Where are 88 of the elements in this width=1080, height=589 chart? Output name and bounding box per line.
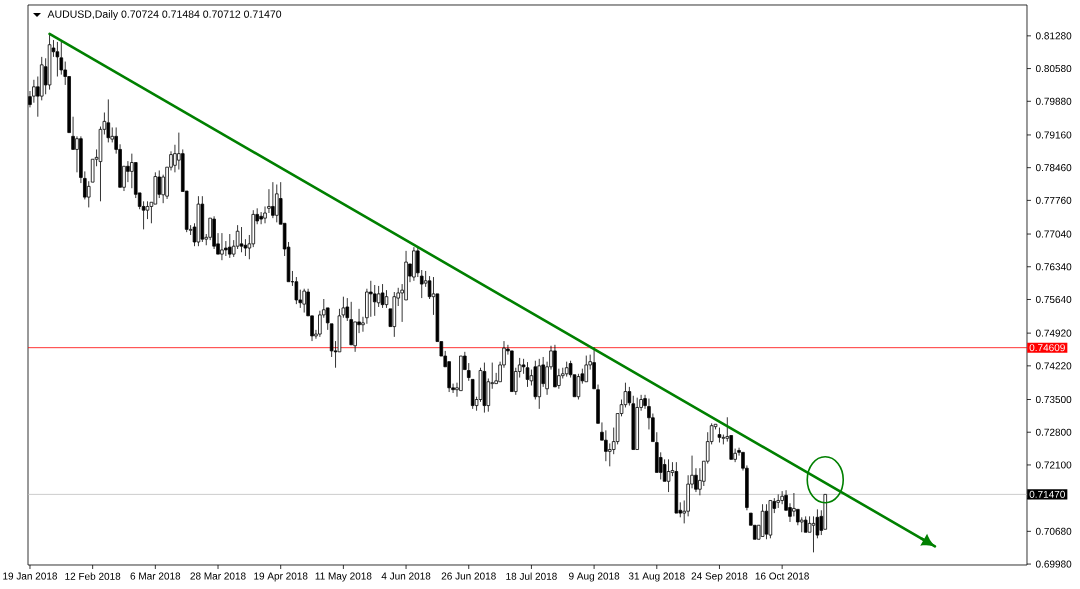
candlestick [90, 158, 95, 183]
candlestick [427, 275, 432, 300]
y-tick-label: 0.70680 [1035, 527, 1072, 535]
x-tick-label: 6 Mar 2018 [130, 572, 181, 580]
candlestick [259, 211, 263, 225]
y-tick-label: 0.76340 [1035, 263, 1072, 271]
y-tick-label: 0.74920 [1035, 329, 1072, 337]
candlestick [196, 195, 201, 247]
candlestick [608, 443, 612, 467]
y-tick-label: 0.69980 [1035, 560, 1072, 568]
candlestick [200, 195, 205, 243]
candlestick [145, 200, 150, 220]
y-tick-label: 0.75640 [1035, 295, 1072, 304]
y-tick-label: 0.73500 [1035, 395, 1072, 404]
candlestick [153, 171, 158, 205]
chart-title: AUDUSD,Daily 0.70724 0.71484 0.70712 0.71470 [47, 10, 282, 20]
x-tick-label: 26 Jun 2018 [441, 572, 496, 580]
candlestick [220, 232, 224, 261]
candlestick [275, 184, 279, 223]
x-tick-label: 28 Mar 2018 [190, 572, 246, 580]
candlestick [302, 288, 306, 313]
candlestick [604, 429, 608, 462]
candlestick [239, 226, 244, 253]
candlestick [271, 181, 275, 219]
candlestick [510, 350, 514, 392]
candlestick [553, 344, 557, 388]
candlestick [47, 32, 52, 90]
candlestick [717, 427, 722, 443]
candlestick [243, 238, 248, 257]
candlestick [776, 494, 780, 509]
candlestick [537, 358, 542, 410]
y-tick-label: 0.80580 [1035, 65, 1072, 73]
candlestick [416, 246, 420, 278]
x-tick-label: 19 Apr 2018 [254, 572, 308, 582]
candlestick [349, 301, 353, 346]
candlestick [55, 41, 60, 77]
candlestick [576, 373, 581, 400]
y-tick-label: 0.78460 [1035, 164, 1072, 172]
candlestick [380, 283, 385, 309]
x-tick-label: 24 Sep 2018 [691, 572, 748, 582]
x-tick-label: 9 Aug 2018 [569, 572, 620, 582]
candlestick [392, 291, 397, 338]
candlestick [384, 289, 389, 309]
candlestick [803, 515, 808, 533]
y-tick-label: 0.72800 [1035, 428, 1072, 436]
y-tick-label: 0.72100 [1035, 461, 1072, 469]
y-tick-label: 0.79880 [1035, 97, 1072, 105]
candlestick [635, 397, 639, 450]
candlestick [59, 41, 64, 76]
candlestick [662, 458, 667, 482]
y-tick-label: 0.81280 [1035, 32, 1072, 40]
candlestick [666, 458, 671, 493]
y-tick-label: 0.79160 [1035, 131, 1072, 139]
candlestick [694, 467, 698, 493]
x-tick-label: 18 Jul 2018 [506, 572, 557, 580]
candlestick [376, 285, 381, 308]
x-tick-label: 12 Feb 2018 [65, 572, 121, 580]
candlestick [584, 355, 589, 383]
candlestick [564, 361, 569, 378]
candlestick [412, 246, 416, 282]
candlestick [631, 395, 636, 450]
candlestick [228, 233, 232, 259]
y-tick-label: 0.77760 [1035, 196, 1072, 204]
candlestick [372, 284, 377, 317]
y-tick-label: 0.77040 [1035, 230, 1072, 238]
candlestick [592, 346, 596, 390]
candlestick [325, 307, 330, 331]
candlestick [525, 361, 530, 388]
candlestick [318, 310, 322, 338]
candlestick [823, 494, 828, 530]
x-tick-label: 31 Aug 2018 [628, 572, 685, 582]
candlestick [721, 434, 726, 445]
candlestick [369, 280, 373, 318]
x-tick-label: 4 Jun 2018 [381, 572, 431, 580]
candlestick [674, 461, 679, 514]
candlestick [533, 360, 538, 400]
candlestick [263, 206, 267, 224]
candlestick [39, 56, 44, 101]
x-tick-label: 19 Jan 2018 [3, 572, 58, 580]
candlestick [482, 362, 487, 413]
y-tick-label: 0.74220 [1035, 362, 1072, 370]
candlestick [478, 367, 483, 403]
candlestick [32, 79, 36, 104]
candlestick [686, 474, 690, 517]
ref-line-label: 0.74609 [1029, 344, 1065, 352]
x-tick-label: 16 Oct 2018 [755, 572, 809, 580]
ref-line-label: 0.71470 [1029, 490, 1065, 498]
x-tick-label: 11 May 2018 [315, 572, 372, 582]
